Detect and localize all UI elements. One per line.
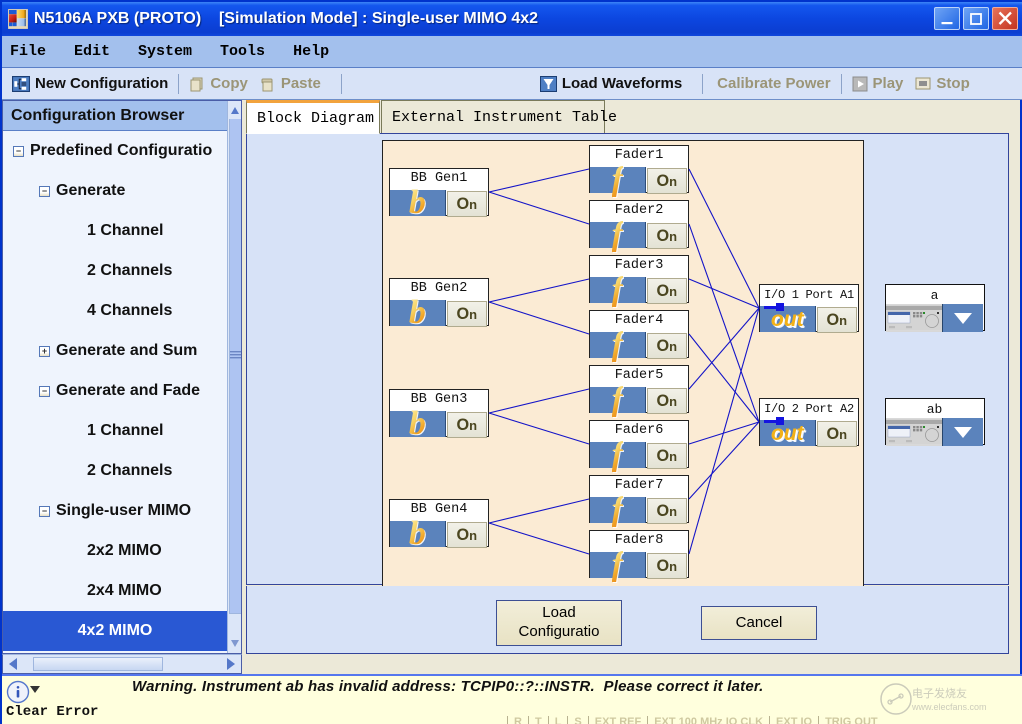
- svg-text:电子发烧友: 电子发烧友: [912, 686, 967, 700]
- svg-text:www.elecfans.com: www.elecfans.com: [911, 702, 987, 712]
